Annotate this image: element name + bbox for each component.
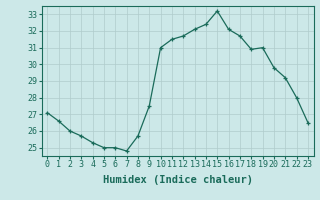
X-axis label: Humidex (Indice chaleur): Humidex (Indice chaleur): [103, 175, 252, 185]
